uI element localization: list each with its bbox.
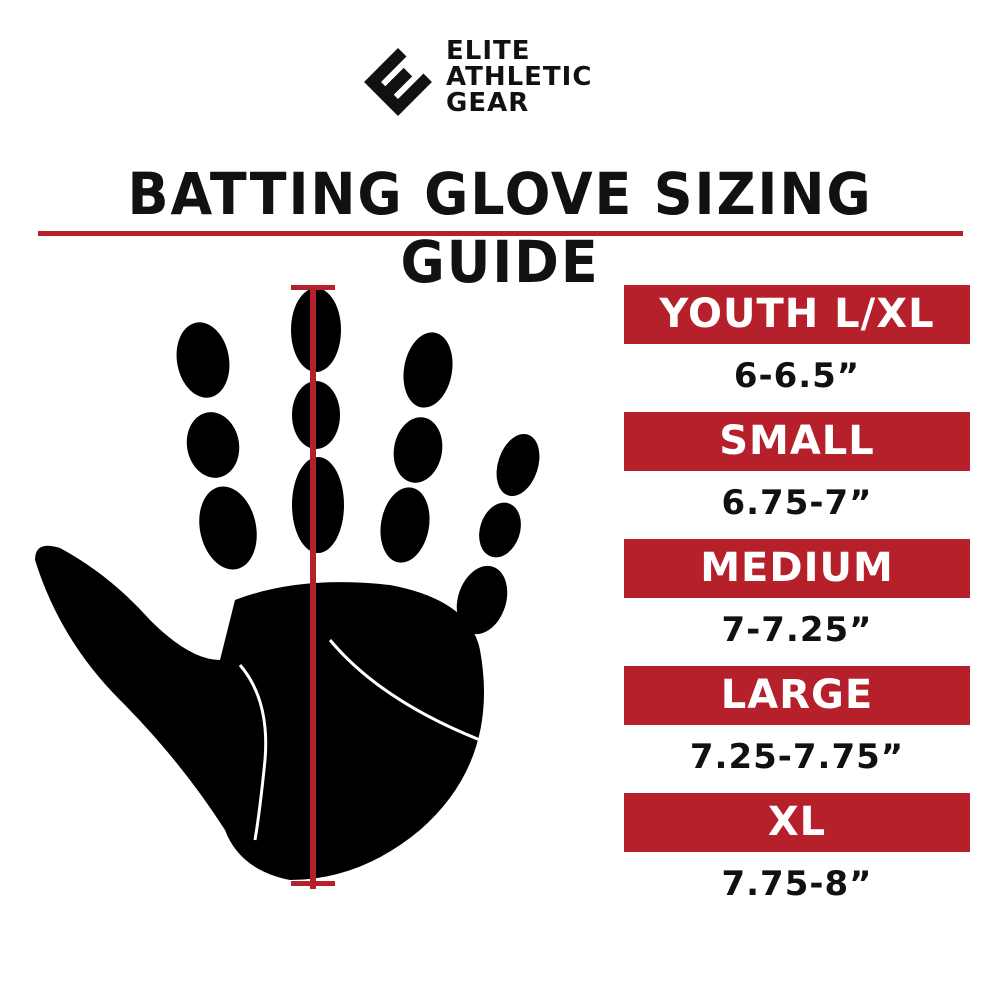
size-range: 6.75-7”: [721, 483, 873, 523]
size-chart: YOUTH L/XL 6-6.5” SMALL 6.75-7” MEDIUM 7…: [624, 285, 970, 920]
brand-line-1: ELITE: [446, 36, 531, 66]
size-range: 7.25-7.75”: [689, 737, 905, 777]
size-row-small: SMALL 6.75-7”: [624, 412, 970, 539]
brand-line-3: GEAR: [446, 88, 530, 118]
size-label: LARGE: [624, 666, 970, 725]
size-row-medium: MEDIUM 7-7.25”: [624, 539, 970, 666]
logo-e-icon: [364, 48, 432, 116]
size-row-youth: YOUTH L/XL 6-6.5”: [624, 285, 970, 412]
length-measure-bar: [291, 285, 335, 889]
size-label: XL: [624, 793, 970, 852]
size-label: MEDIUM: [624, 539, 970, 598]
size-label: YOUTH L/XL: [624, 285, 970, 344]
brand-line-2: ATHLETIC: [446, 62, 593, 92]
size-range: 6-6.5”: [733, 356, 861, 396]
brand-logo: ELITE ATHLETIC GEAR: [358, 38, 648, 118]
title-underline: [38, 231, 963, 236]
size-label: SMALL: [624, 412, 970, 471]
page-title: BATTING GLOVE SIZING GUIDE: [127, 160, 873, 296]
size-row-xl: XL 7.75-8”: [624, 793, 970, 920]
size-range: 7-7.25”: [721, 610, 873, 650]
size-row-large: LARGE 7.25-7.75”: [624, 666, 970, 793]
size-range: 7.75-8”: [721, 864, 873, 904]
